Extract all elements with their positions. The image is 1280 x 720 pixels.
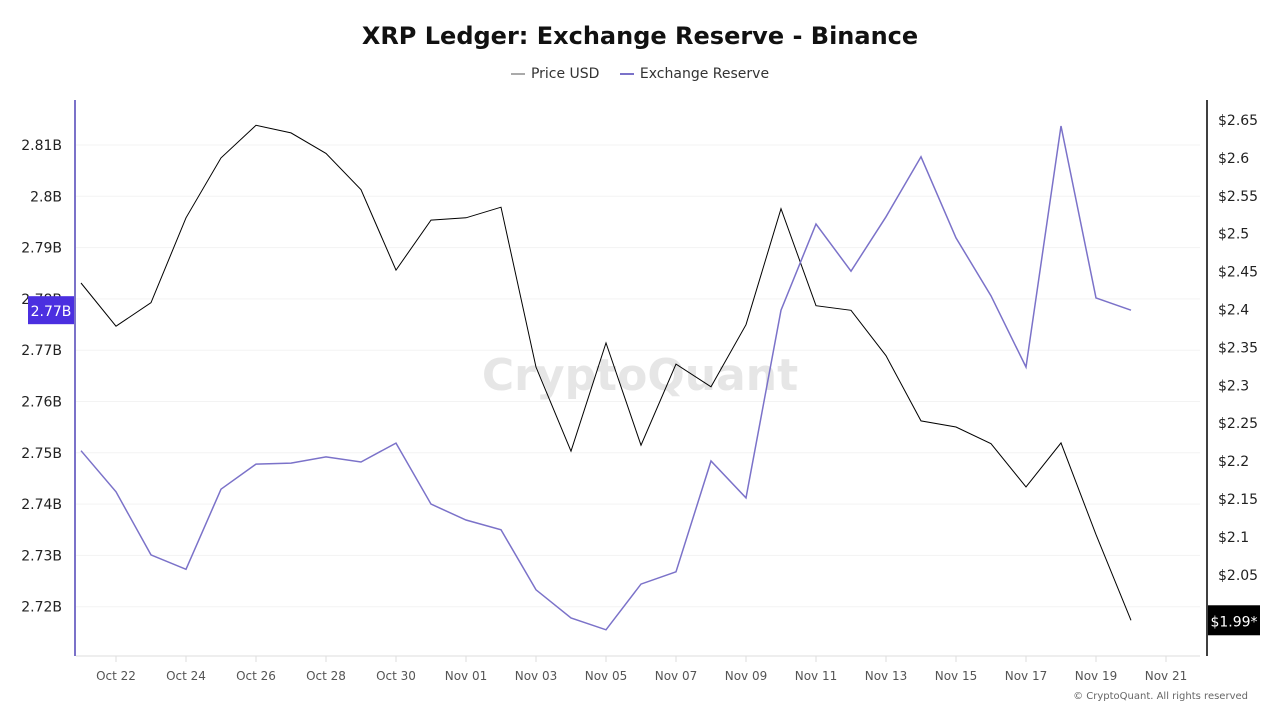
right-tick-label: $2.55 bbox=[1218, 189, 1258, 205]
right-tick-label: $2.05 bbox=[1218, 568, 1258, 584]
legend-item-price[interactable]: Price USD bbox=[510, 66, 600, 82]
left-tick-label: 2.77B bbox=[21, 343, 62, 359]
x-tick-label: Oct 30 bbox=[376, 669, 416, 683]
x-tick-label: Nov 21 bbox=[1145, 669, 1188, 683]
x-tick-label: Nov 03 bbox=[515, 669, 558, 683]
left-tick-label: 2.74B bbox=[21, 497, 62, 513]
current-price-badge bbox=[1208, 605, 1260, 636]
current-price-label: $1.99* bbox=[1210, 614, 1257, 630]
legend-label-price: Price USD bbox=[530, 66, 600, 82]
current-reserve-label: 2.77B bbox=[31, 304, 72, 320]
left-tick-label: 2.81B bbox=[21, 138, 62, 154]
right-tick-label: $2.65 bbox=[1218, 113, 1258, 129]
legend-swatch-price bbox=[510, 73, 525, 75]
left-tick-label: 2.79B bbox=[21, 241, 62, 257]
x-tick-label: Nov 17 bbox=[1005, 669, 1048, 683]
copyright: © CryptoQuant. All rights reserved bbox=[1073, 691, 1248, 702]
left-tick-label: 2.76B bbox=[21, 395, 62, 411]
right-tick-label: $2.4 bbox=[1218, 303, 1249, 319]
series-line-price-usd bbox=[80, 124, 1132, 621]
left-tick-label: 2.72B bbox=[21, 600, 62, 616]
chart-title: XRP Ledger: Exchange Reserve - Binance bbox=[361, 22, 919, 50]
right-tick-label: $2.5 bbox=[1218, 227, 1249, 243]
left-tick-label: 2.75B bbox=[21, 446, 62, 462]
x-tick-label: Nov 19 bbox=[1075, 669, 1118, 683]
legend-swatch-reserve bbox=[619, 73, 634, 75]
right-tick-label: $2.1 bbox=[1218, 530, 1249, 546]
right-tick-label: $2.25 bbox=[1218, 416, 1258, 432]
right-tick-label: $2.6 bbox=[1218, 151, 1249, 167]
x-tick-label: Nov 05 bbox=[585, 669, 628, 683]
x-tick-label: Nov 15 bbox=[935, 669, 978, 683]
current-reserve-badge bbox=[28, 296, 74, 325]
x-tick-label: Nov 13 bbox=[865, 669, 908, 683]
x-tick-label: Nov 09 bbox=[725, 669, 768, 683]
legend-label-reserve: Exchange Reserve bbox=[639, 66, 770, 82]
legend: Price USD Exchange Reserve bbox=[0, 63, 1280, 82]
x-tick-label: Oct 28 bbox=[306, 669, 346, 683]
right-tick-label: $2.15 bbox=[1218, 492, 1258, 508]
right-tick-label: $2.45 bbox=[1218, 265, 1258, 281]
x-tick-label: Oct 22 bbox=[96, 669, 136, 683]
right-tick-label: $2.35 bbox=[1218, 340, 1258, 356]
left-tick-label: 2.8B bbox=[30, 189, 62, 205]
x-tick-label: Nov 11 bbox=[795, 669, 838, 683]
legend-item-reserve[interactable]: Exchange Reserve bbox=[619, 66, 770, 82]
x-tick-label: Oct 24 bbox=[166, 669, 206, 683]
series-line-exchange-reserve bbox=[80, 125, 1132, 631]
right-tick-label: $2.3 bbox=[1218, 378, 1249, 394]
x-tick-label: Oct 26 bbox=[236, 669, 276, 683]
left-tick-label: 2.73B bbox=[21, 548, 62, 564]
watermark: CryptoQuant bbox=[482, 350, 798, 401]
x-tick-label: Nov 01 bbox=[445, 669, 488, 683]
right-tick-label: $2.2 bbox=[1218, 454, 1249, 470]
x-tick-label: Nov 07 bbox=[655, 669, 698, 683]
